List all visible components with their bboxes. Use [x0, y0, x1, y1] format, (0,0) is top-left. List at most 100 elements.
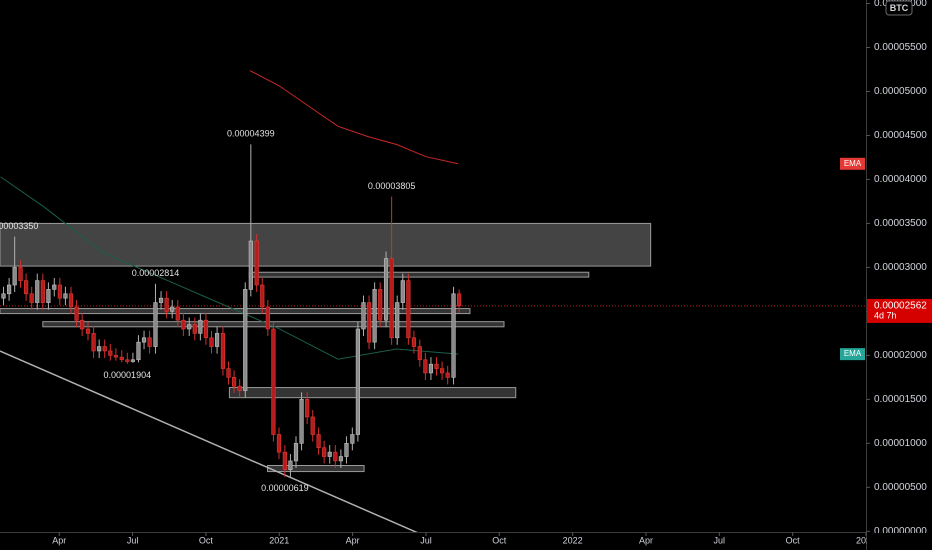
candle-body: [232, 377, 237, 387]
candle-body: [46, 289, 51, 303]
candle-body: [192, 324, 197, 334]
candle-body: [439, 368, 445, 374]
candle-body: [153, 302, 158, 347]
x-tick-label: 2021: [269, 535, 289, 545]
candle-body: [378, 289, 383, 321]
candle-body: [276, 434, 282, 453]
x-tick-label: Jul: [714, 535, 726, 545]
candle-body: [198, 319, 203, 334]
plot-area: 0.00003350 0.00002814 0.00001904 0.00004399…: [0, 70, 866, 532]
candle-body: [428, 363, 434, 374]
ema-line: [0, 176, 459, 360]
candle-body: [293, 443, 299, 462]
ema-label: EMA: [844, 349, 862, 358]
symbol: BTC: [890, 3, 909, 13]
x-tick-label: Oct: [786, 535, 801, 545]
candle-body: [141, 337, 147, 343]
candle-body: [322, 447, 327, 457]
candle-body: [1, 293, 6, 299]
candle-body: [102, 346, 107, 352]
candle-body: [243, 289, 248, 391]
candle-body: [164, 297, 169, 312]
x-tick-label: Oct: [199, 535, 214, 545]
candle-body: [91, 333, 96, 352]
zone: [0, 308, 471, 315]
ema-line: [249, 70, 459, 165]
candle-body: [158, 297, 164, 303]
axes: 0.00000000 0.00000500 0.00001000 0.00001500…: [52, 0, 932, 550]
candle-body: [282, 451, 287, 471]
candle-body: [417, 346, 422, 361]
candle-body: [406, 280, 411, 339]
candle-body: [40, 280, 45, 303]
candle-body: [366, 302, 372, 343]
candle-body: [209, 337, 214, 347]
candle-body: [265, 306, 270, 330]
candle-body: [85, 328, 91, 334]
last-price-box: [867, 298, 932, 323]
y-tick-label: 0.00004500: [874, 130, 927, 141]
candle-body: [327, 451, 332, 457]
candle-body: [361, 302, 366, 330]
candle-body: [63, 293, 68, 299]
trendline: [0, 350, 418, 532]
candle-body: [383, 258, 389, 321]
candle-body: [203, 319, 209, 339]
candle-body: [170, 306, 175, 312]
candle-body: [400, 280, 405, 303]
y-tick-label: 0.00003500: [874, 218, 927, 229]
y-tick-label: 0.00001500: [874, 394, 927, 405]
symbol-badge: BTC: [885, 0, 913, 16]
annotation: 0.00002814: [132, 268, 180, 278]
candle-body: [457, 293, 462, 307]
candle-body: [226, 368, 231, 378]
candle-body: [97, 346, 102, 352]
candle-body: [125, 359, 130, 362]
candle-body: [52, 284, 57, 290]
y-tick-label: 0.00000000: [874, 526, 927, 537]
candle-body: [260, 284, 265, 308]
candle-body: [147, 337, 152, 347]
candle-body: [113, 355, 118, 358]
ema-label: EMA: [844, 159, 862, 168]
ema-label-box: [840, 157, 865, 170]
annotation: 0.00004399: [227, 129, 275, 139]
candle-body: [338, 456, 343, 462]
x-tick-label: Apr: [639, 535, 653, 545]
y-tick-label: 0.00000500: [874, 482, 927, 493]
candle-body: [271, 328, 276, 435]
candle-body: [12, 267, 17, 286]
x-tick-label: Apr: [346, 535, 360, 545]
annotation: 0.00003805: [368, 181, 416, 191]
y-tick-label: 0.00003000: [874, 262, 927, 273]
annotation: 0.00001904: [104, 370, 152, 380]
candle-body: [288, 460, 293, 471]
zone: [0, 222, 652, 267]
candle-body: [333, 451, 338, 462]
candle-body: [411, 337, 417, 347]
x-tick-label: Jul: [420, 535, 432, 545]
x-tick-label: Oct: [492, 535, 507, 545]
candle-body: [220, 333, 226, 369]
candle-body: [423, 359, 428, 374]
x-tick-label: 2023: [856, 535, 876, 545]
y-tick-label: 0.00005500: [874, 42, 927, 53]
x-tick-label: 2022: [563, 535, 583, 545]
candle-body: [344, 443, 349, 457]
candle-body: [187, 324, 192, 330]
candle-body: [355, 328, 360, 435]
candle-body: [434, 363, 439, 369]
candle-body: [18, 267, 23, 281]
annotation: 0.00003350: [0, 221, 38, 231]
x-tick-label: Apr: [52, 535, 66, 545]
candle-body: [181, 319, 186, 330]
candle-body: [350, 434, 355, 444]
candle-body: [451, 293, 456, 378]
annotation: 0.00000619: [261, 483, 309, 493]
countdown: 4d 7h: [874, 310, 897, 320]
candle-body: [214, 333, 220, 347]
candle-body: [310, 416, 315, 435]
y-tick-label: 0.00004000: [874, 174, 927, 185]
